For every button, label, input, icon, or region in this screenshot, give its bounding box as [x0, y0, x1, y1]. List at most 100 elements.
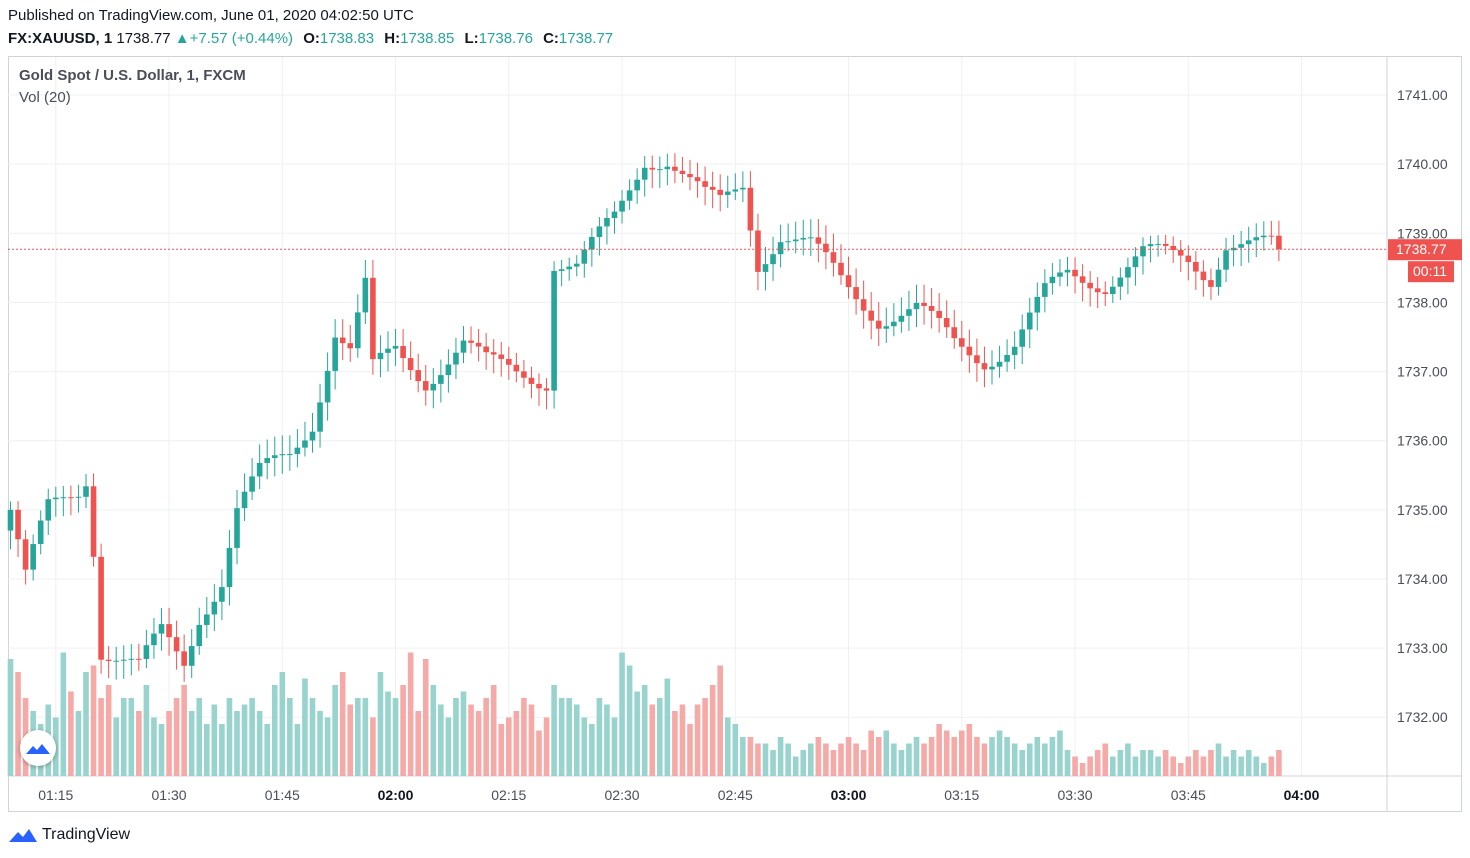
candle-body: [1245, 240, 1252, 245]
candle-body: [468, 340, 474, 343]
candle-body: [287, 454, 293, 456]
volume-bar: [385, 691, 391, 776]
x-tick-label: 02:00: [378, 787, 414, 803]
candle-body: [415, 370, 421, 382]
candle-body: [241, 491, 248, 509]
x-tick-label: 01:30: [152, 787, 187, 803]
candle-body: [279, 454, 286, 456]
volume-bar: [521, 698, 527, 776]
tradingview-logo[interactable]: TradingView: [8, 824, 130, 846]
candle-body: [611, 211, 618, 219]
candle-body: [317, 402, 323, 432]
volume-bar: [845, 737, 852, 776]
y-tick-label: 1732.00: [1397, 709, 1448, 725]
candle-body: [928, 305, 935, 311]
chart-frame[interactable]: [8, 56, 1462, 812]
volume-bar: [475, 711, 482, 776]
volume-bar: [302, 678, 308, 776]
symbol-label[interactable]: FX:XAUUSD, 1: [8, 30, 113, 47]
candle-body: [211, 601, 218, 615]
volume-bar: [943, 730, 950, 776]
candle-body: [913, 302, 920, 310]
volume-bar: [664, 678, 671, 776]
candle-body: [1253, 237, 1260, 241]
tradingview-badge-icon[interactable]: [20, 730, 56, 766]
volume-bar: [657, 698, 663, 776]
volume-bar: [860, 750, 867, 776]
candle-body: [483, 346, 489, 353]
volume-bar: [1268, 756, 1275, 776]
volume-bar: [309, 698, 316, 776]
candle-body: [1125, 267, 1131, 278]
candle-body: [860, 299, 867, 311]
candle-body: [1238, 244, 1244, 248]
countdown-tag-text: 00:11: [1413, 263, 1447, 279]
candle-body: [45, 499, 52, 521]
candle-body: [1155, 243, 1161, 245]
candle-body: [634, 179, 640, 191]
candle-body: [974, 355, 980, 364]
candle-body: [679, 170, 686, 175]
volume-bar: [249, 698, 255, 776]
volume-bar: [498, 724, 505, 776]
candle-body: [1193, 261, 1199, 272]
candle-body: [626, 190, 633, 201]
candle-body: [445, 364, 452, 376]
volume-bar: [1147, 750, 1154, 776]
volume-bar: [921, 743, 927, 776]
volume-bar: [105, 685, 112, 776]
volume-bar: [770, 750, 776, 776]
volume-bar: [649, 704, 656, 776]
candle-body: [1011, 346, 1018, 355]
candle-body: [959, 338, 965, 347]
y-tick-label: 1737.00: [1397, 364, 1448, 380]
candle-body: [883, 326, 890, 329]
candle-body: [649, 167, 656, 170]
volume-bar: [785, 743, 791, 776]
candle-body: [362, 277, 369, 313]
x-tick-label: 03:30: [1058, 787, 1093, 803]
candle-body: [506, 358, 512, 365]
y-tick-label: 1739.00: [1397, 225, 1448, 241]
candle-body: [309, 431, 316, 441]
candle-body: [641, 167, 648, 180]
volume-bar: [415, 711, 421, 776]
candle-body: [68, 497, 74, 499]
high-label: H:: [384, 30, 401, 47]
volume-bar: [324, 717, 331, 776]
volume-bar: [355, 698, 361, 776]
candle-body: [30, 544, 36, 570]
volume-bar: [1102, 743, 1109, 776]
candle-body: [15, 509, 21, 540]
candle-body: [1034, 296, 1041, 313]
candle-body: [845, 275, 852, 288]
candle-body: [717, 189, 723, 195]
candle-body: [543, 388, 550, 391]
candle-body: [815, 237, 822, 244]
volume-bar: [120, 698, 127, 776]
volume-bar: [800, 750, 807, 776]
candle-body: [113, 660, 119, 662]
volume-bar: [430, 685, 437, 776]
volume-bar: [981, 743, 988, 776]
volume-bar: [823, 743, 829, 776]
close-value: 1738.77: [558, 30, 614, 47]
candle-body: [60, 497, 67, 499]
volume-bar: [1042, 743, 1048, 776]
candle-body: [1170, 245, 1176, 251]
volume-bar: [641, 685, 648, 776]
volume-bar: [1026, 743, 1033, 776]
volume-bar: [196, 698, 203, 776]
x-tick-label: 02:30: [605, 787, 640, 803]
volume-bar: [732, 724, 739, 776]
candle-body: [453, 352, 459, 365]
volume-bar: [679, 704, 686, 776]
candle-body: [566, 266, 572, 270]
volume-bar: [188, 711, 195, 776]
candle-body: [981, 363, 988, 370]
volume-bar: [1276, 750, 1282, 776]
open-label: O:: [303, 30, 320, 47]
candle-body: [204, 614, 210, 625]
volume-bar: [1193, 750, 1199, 776]
